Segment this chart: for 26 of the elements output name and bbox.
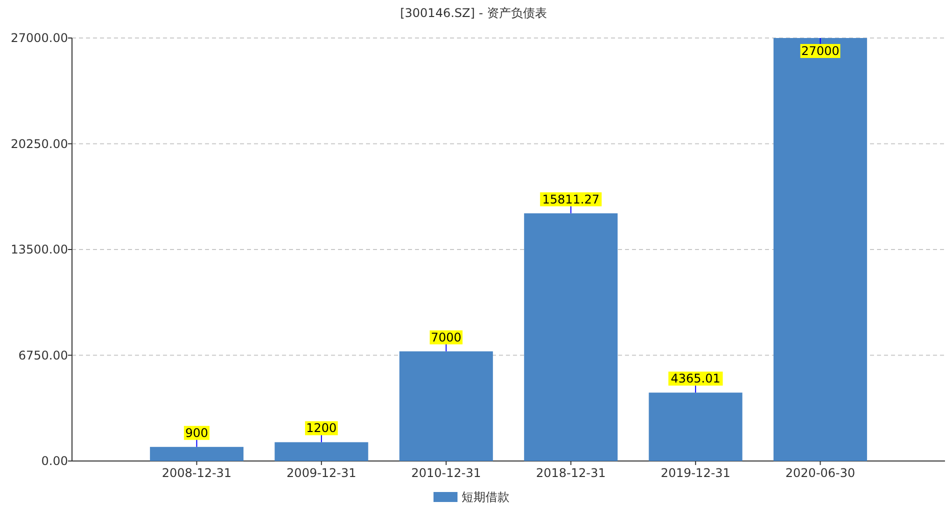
bar bbox=[774, 38, 868, 461]
legend-label: 短期借款 bbox=[462, 490, 510, 504]
data-label: 27000 bbox=[801, 44, 840, 58]
bar bbox=[274, 442, 368, 461]
data-label: 4365.01 bbox=[670, 372, 720, 386]
bar bbox=[648, 392, 742, 461]
y-tick-label: 27000.00 bbox=[10, 31, 68, 45]
bar bbox=[399, 351, 493, 461]
bar bbox=[150, 446, 244, 461]
chart-title: [300146.SZ] - 资产负债表 bbox=[400, 6, 547, 20]
y-tick-label: 6750.00 bbox=[18, 348, 68, 362]
y-tick-label: 0.00 bbox=[41, 454, 68, 468]
x-tick-label: 2009-12-31 bbox=[286, 466, 356, 480]
data-label: 900 bbox=[185, 426, 208, 440]
x-tick-label: 2018-12-31 bbox=[536, 466, 606, 480]
x-tick-label: 2019-12-31 bbox=[660, 466, 730, 480]
y-tick-label: 13500.00 bbox=[10, 242, 68, 256]
x-tick-label: 2010-12-31 bbox=[411, 466, 482, 480]
y-tick-label: 20250.00 bbox=[10, 136, 68, 151]
x-tick-label: 2008-12-31 bbox=[162, 466, 232, 480]
data-label: 1200 bbox=[306, 421, 337, 436]
data-label: 7000 bbox=[430, 330, 462, 344]
legend: 短期借款 bbox=[434, 490, 510, 504]
x-tick-label: 2020-06-30 bbox=[785, 466, 856, 480]
data-label: 15811.27 bbox=[542, 192, 600, 206]
bar bbox=[524, 213, 618, 461]
